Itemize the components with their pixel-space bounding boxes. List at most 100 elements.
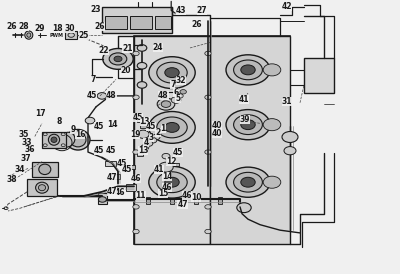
Circle shape [137,62,147,69]
Bar [134,36,210,244]
Circle shape [263,64,281,76]
Text: 11: 11 [136,191,146,199]
Text: 14: 14 [108,120,118,129]
Circle shape [241,120,255,130]
Circle shape [234,60,262,80]
Text: 43: 43 [176,7,186,15]
Text: 48: 48 [106,91,116,100]
Bar [110,174,120,179]
Text: 8: 8 [56,118,62,126]
Bar [102,7,172,33]
Ellipse shape [25,31,33,39]
Text: 29: 29 [35,24,45,33]
Text: 46: 46 [162,183,172,192]
Circle shape [165,122,179,132]
Bar [42,132,66,148]
Bar [179,174,185,177]
Text: 26: 26 [6,22,16,31]
Ellipse shape [38,185,46,191]
Bar [105,161,116,166]
Text: 17: 17 [35,109,45,118]
Text: 13: 13 [140,117,150,126]
Circle shape [145,141,153,146]
Bar [146,197,150,204]
Text: 47: 47 [107,173,117,182]
Bar [27,179,57,196]
Text: 18: 18 [52,24,62,33]
Circle shape [165,177,179,187]
Circle shape [133,95,139,99]
Text: 9: 9 [70,125,76,134]
Circle shape [157,172,187,193]
Circle shape [137,82,147,88]
Ellipse shape [39,164,51,175]
Text: 47: 47 [178,201,188,209]
Text: 23: 23 [91,5,101,14]
Circle shape [241,177,255,187]
Text: 13: 13 [138,146,148,155]
Text: 45: 45 [146,122,156,131]
Circle shape [159,162,173,172]
Ellipse shape [60,132,75,147]
Circle shape [226,55,270,85]
Text: 26: 26 [95,22,105,31]
Circle shape [226,167,270,197]
Text: 42: 42 [282,2,292,10]
Text: 45: 45 [94,146,104,155]
Circle shape [263,119,281,131]
Circle shape [133,205,139,209]
Circle shape [152,134,160,140]
Circle shape [171,97,181,103]
Text: 21: 21 [122,44,132,53]
Bar [105,16,127,29]
Circle shape [43,144,47,147]
Text: 4: 4 [143,138,149,147]
Circle shape [165,68,179,78]
Circle shape [114,56,122,62]
Text: 14: 14 [162,172,172,181]
Circle shape [205,95,211,99]
Text: 31: 31 [282,98,292,106]
Text: 45: 45 [94,122,104,131]
Ellipse shape [48,134,60,145]
Text: PWM: PWM [49,33,63,38]
Text: 6: 6 [173,88,179,97]
Bar [126,184,136,191]
Bar [304,58,334,93]
Bar [173,119,179,122]
Bar [130,16,152,29]
Text: 2: 2 [155,129,161,137]
Text: 37: 37 [21,154,31,163]
Circle shape [234,115,262,135]
Text: 24: 24 [153,44,163,52]
Text: 5: 5 [176,94,180,102]
Text: 41: 41 [154,165,164,174]
Text: 19: 19 [130,130,140,139]
Circle shape [98,197,106,202]
Circle shape [61,133,65,136]
Circle shape [282,132,298,142]
Text: 15: 15 [158,190,168,198]
Circle shape [97,93,107,99]
Circle shape [157,98,175,110]
Bar [181,181,187,184]
Circle shape [180,90,186,94]
Ellipse shape [36,182,48,193]
Circle shape [137,45,147,51]
Text: 30: 30 [65,24,75,33]
Text: 20: 20 [121,66,131,75]
Bar [194,197,198,204]
Circle shape [149,57,195,89]
Bar [155,16,171,29]
Text: 28: 28 [19,22,29,31]
Circle shape [263,176,281,188]
Circle shape [85,117,95,124]
Text: 45: 45 [173,148,183,156]
Text: 7: 7 [90,75,96,84]
Text: 45: 45 [122,165,132,174]
Circle shape [205,229,211,234]
Text: 34: 34 [15,165,25,174]
Circle shape [157,62,187,83]
Ellipse shape [51,137,57,142]
Text: 22: 22 [99,46,109,55]
